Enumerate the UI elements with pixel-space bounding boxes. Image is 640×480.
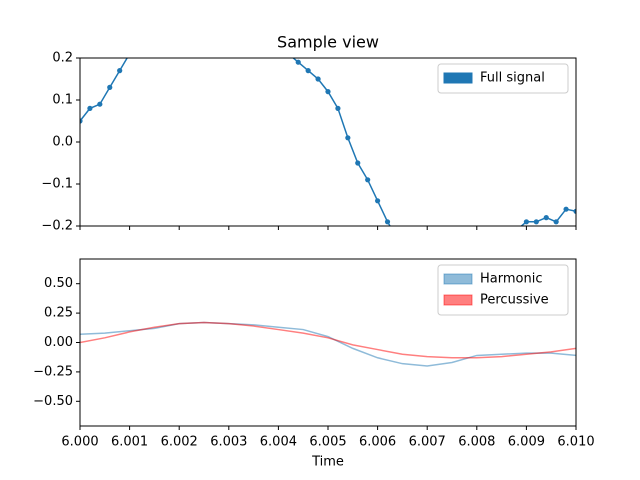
y-tick-label: 0.00: [44, 335, 73, 350]
y-tick-label: 0.2: [52, 51, 73, 66]
data-point: [137, 34, 142, 39]
legend-label: Full signal: [480, 71, 545, 86]
data-point: [226, 0, 231, 2]
data-point: [573, 208, 576, 214]
data-point: [504, 240, 509, 245]
data-point: [375, 198, 381, 204]
y-tick-label: −0.25: [33, 364, 73, 379]
data-point: [305, 68, 311, 74]
chart-title: Sample view: [277, 33, 379, 52]
data-point: [533, 219, 539, 225]
x-tick-label: 6.004: [260, 435, 297, 450]
data-point: [97, 101, 103, 107]
data-point: [87, 105, 93, 111]
data-point: [345, 135, 351, 141]
plot-area: [80, 321, 576, 367]
y-tick-label: −0.1: [41, 177, 73, 192]
series-line: [80, 321, 576, 359]
y-tick-label: −0.50: [33, 394, 73, 409]
plot-area: [80, 0, 576, 283]
data-point: [266, 34, 271, 39]
data-point: [295, 59, 301, 65]
legend-swatch: [443, 273, 473, 285]
x-tick-label: 6.002: [161, 435, 198, 450]
data-point: [494, 253, 499, 258]
data-point: [523, 219, 530, 225]
x-tick-label: 6.006: [359, 435, 396, 450]
x-tick-label: 6.003: [210, 435, 247, 450]
x-axis-label: Time: [311, 455, 344, 470]
data-point: [286, 51, 291, 56]
data-point: [563, 206, 569, 212]
data-point: [425, 278, 430, 283]
axes-frame: [79, 57, 577, 227]
x-tick-label: 6.001: [111, 435, 148, 450]
data-point: [147, 22, 152, 27]
legend-label: Harmonic: [480, 272, 542, 287]
data-point: [335, 105, 341, 111]
data-point: [80, 118, 83, 124]
data-point: [395, 236, 400, 241]
y-tick-label: 0.25: [44, 306, 73, 321]
y-tick-label: −0.2: [41, 219, 73, 234]
data-point: [553, 219, 559, 225]
data-point: [127, 51, 132, 56]
data-point: [107, 84, 113, 90]
x-tick-label: 6.009: [508, 435, 545, 450]
x-tick-label: 6.008: [458, 435, 495, 450]
series-line: [80, 321, 576, 367]
data-point: [415, 265, 420, 270]
data-point: [315, 76, 321, 82]
data-point: [117, 68, 123, 74]
legend: Full signal: [437, 63, 569, 94]
legend-swatch: [443, 72, 473, 84]
data-point: [325, 89, 331, 95]
data-point: [167, 1, 172, 6]
x-tick-label: 6.007: [409, 435, 446, 450]
x-tick-label: 6.005: [309, 435, 346, 450]
x-tick-label: 6.010: [557, 435, 594, 450]
data-point: [514, 228, 519, 233]
legend-label: Percussive: [480, 293, 549, 308]
legend-frame: [437, 63, 569, 94]
data-point: [384, 219, 391, 225]
y-tick-label: 0.50: [44, 276, 73, 291]
data-point: [355, 160, 361, 166]
x-tick-label: 6.000: [61, 435, 98, 450]
legend-swatch: [443, 294, 473, 306]
data-point: [365, 177, 371, 183]
legend: Harmonic Percussive: [437, 264, 569, 316]
data-point: [256, 22, 261, 27]
data-point: [236, 5, 241, 10]
y-tick-label: 0.1: [52, 93, 73, 108]
data-point: [543, 215, 549, 221]
data-point: [246, 13, 251, 18]
data-point: [405, 253, 410, 258]
axes-frame: [79, 258, 577, 427]
data-point: [157, 9, 162, 14]
y-tick-label: 0.0: [52, 135, 73, 150]
